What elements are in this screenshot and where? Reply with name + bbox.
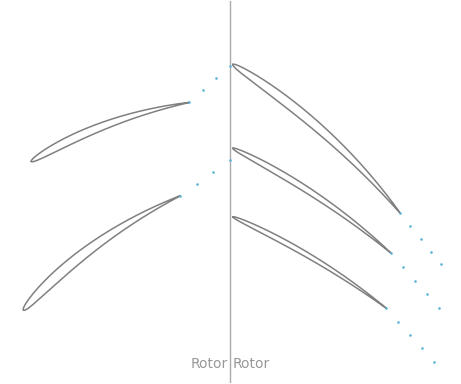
Text: Rotor: Rotor: [232, 357, 270, 371]
Point: [199, 87, 207, 93]
Point: [387, 250, 395, 256]
Point: [427, 248, 435, 255]
Point: [213, 75, 220, 81]
Point: [383, 305, 390, 311]
Text: Rotor: Rotor: [190, 357, 228, 371]
Point: [407, 332, 414, 338]
Point: [210, 169, 217, 175]
Point: [437, 262, 445, 268]
Point: [411, 278, 419, 284]
Point: [395, 319, 402, 325]
Point: [431, 359, 438, 365]
Point: [419, 345, 426, 351]
Point: [423, 291, 431, 298]
Point: [177, 193, 184, 199]
Point: [396, 210, 404, 216]
Point: [407, 223, 414, 229]
Point: [226, 63, 234, 69]
Point: [417, 236, 424, 242]
Point: [435, 305, 443, 311]
Point: [186, 99, 193, 106]
Point: [193, 180, 201, 187]
Point: [226, 157, 234, 163]
Point: [399, 264, 407, 270]
